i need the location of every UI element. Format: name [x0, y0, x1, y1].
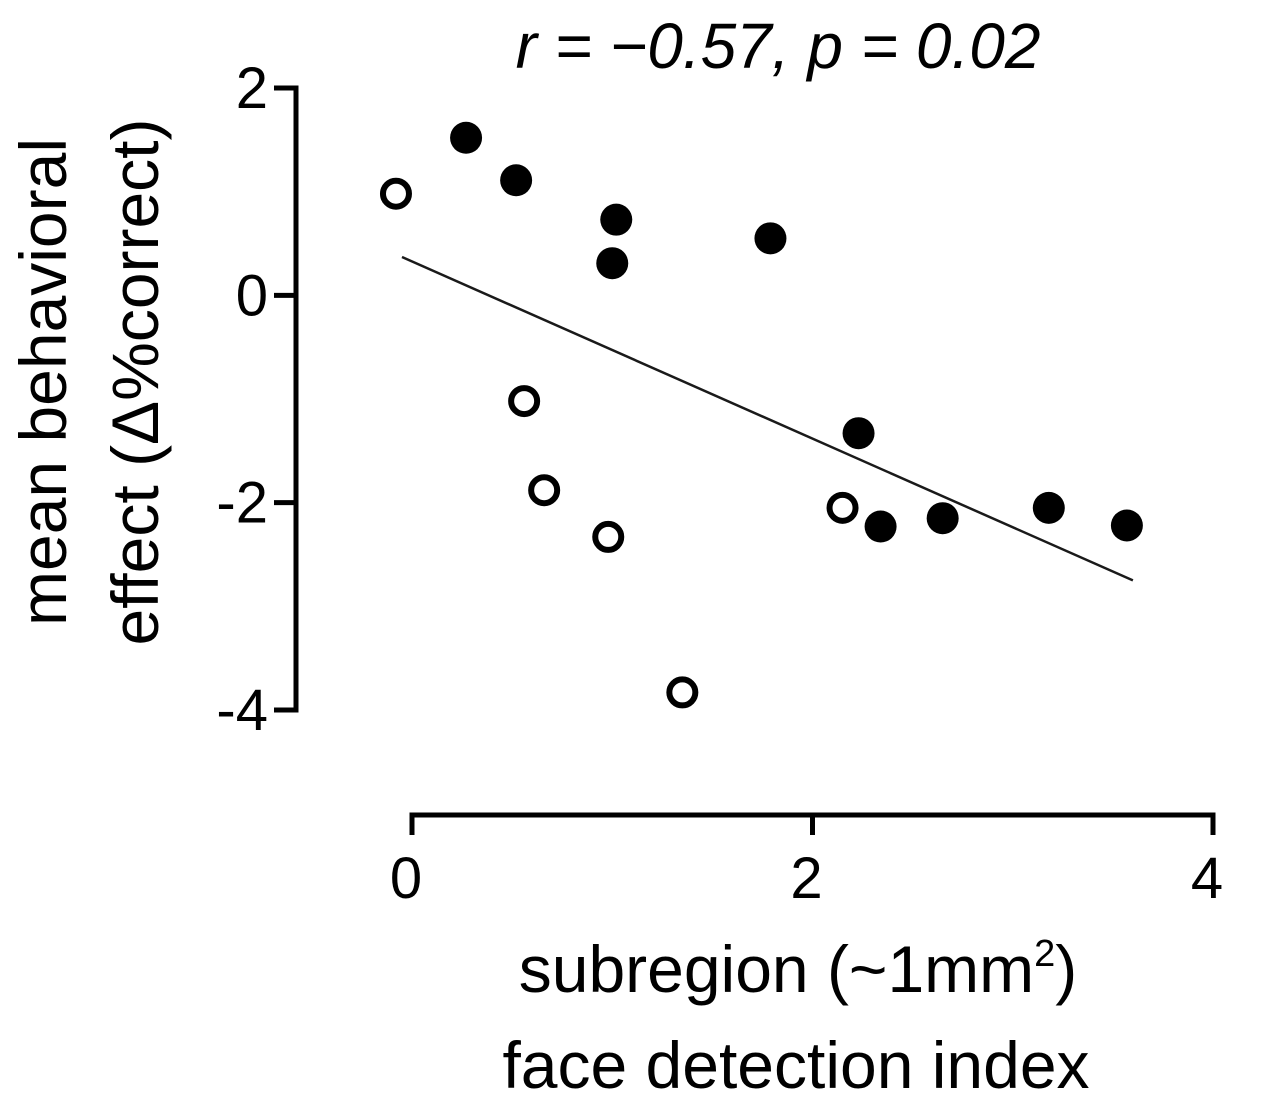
- data-point-filled: [450, 121, 483, 154]
- data-point-filled: [926, 502, 959, 535]
- data-point-filled: [500, 164, 533, 197]
- y-tick-label: -4: [216, 678, 268, 743]
- y-ticks: -4 -2 0 2: [216, 56, 296, 743]
- data-point-filled: [842, 417, 875, 450]
- data-point-open: [528, 474, 561, 507]
- y-tick-label: 2: [236, 56, 268, 121]
- x-axis-label: subregion (~1mm2) face detection index: [502, 932, 1089, 1102]
- x-axis: 0 2 4: [390, 812, 1223, 911]
- data-point-open: [508, 385, 541, 418]
- data-point-filled: [754, 222, 787, 255]
- y-axis-label-line1: mean behavioral: [6, 138, 80, 626]
- x-axis-label-superscript: 2: [1034, 933, 1055, 975]
- data-point-filled: [600, 203, 633, 236]
- chart-title: r = −0.57, p = 0.02: [516, 10, 1041, 82]
- data-point-filled: [1110, 509, 1143, 542]
- x-axis-label-close: ): [1055, 932, 1077, 1006]
- regression-line: [401, 255, 1134, 582]
- y-tick-label: 0: [236, 263, 268, 328]
- data-point-filled: [596, 247, 629, 280]
- data-points: [379, 121, 1143, 709]
- data-point-open: [592, 520, 625, 553]
- x-tick-label: 0: [390, 846, 422, 911]
- x-axis-label-line2: face detection index: [502, 1028, 1089, 1102]
- data-point-open: [826, 491, 859, 524]
- x-tick-label: 2: [790, 846, 822, 911]
- y-axis-label-line2: effect (Δ%correct): [98, 118, 172, 645]
- y-axis: -4 -2 0 2: [216, 56, 299, 743]
- x-axis-label-main: subregion (~1mm: [519, 932, 1034, 1006]
- x-axis-label-line1: subregion (~1mm2): [519, 932, 1078, 1006]
- y-tick-label: -2: [216, 471, 268, 536]
- data-point-filled: [864, 510, 897, 543]
- x-tick-label: 4: [1191, 846, 1223, 911]
- y-axis-label: mean behavioral effect (Δ%correct): [6, 118, 172, 645]
- data-point-open: [379, 177, 412, 210]
- data-point-open: [666, 676, 699, 709]
- data-point-filled: [1032, 491, 1065, 524]
- x-ticks: 0 2 4: [390, 815, 1223, 911]
